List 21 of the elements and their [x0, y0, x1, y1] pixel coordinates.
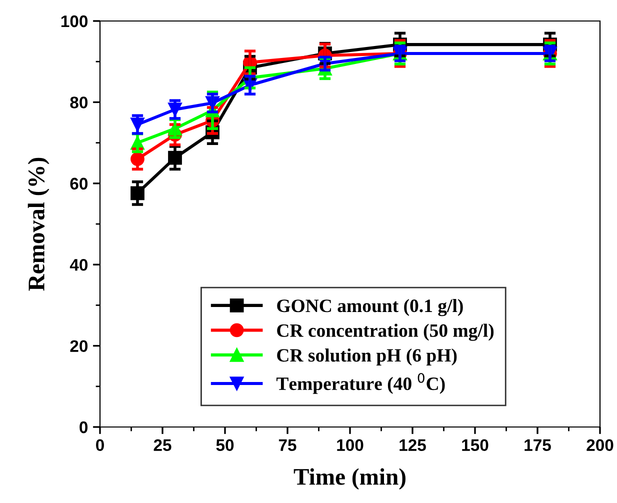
x-tick-label: 25 [154, 439, 172, 452]
x-tick-label: 125 [400, 439, 426, 452]
x-axis-title: Time (min) [294, 468, 406, 490]
x-tick-label: 0 [96, 439, 104, 452]
y-axis-title: Removal (%) [28, 158, 50, 291]
legend-label: Temperature (40 $^{0}$C) [276, 373, 445, 394]
x-tick-label: 100 [337, 439, 364, 452]
x-tick-label: 200 [586, 439, 614, 452]
y-tick-label: 40 [70, 259, 88, 271]
y-tick-label: 80 [70, 96, 88, 108]
y-tick-label: 0 [80, 421, 88, 434]
legend-label: CR solution pH (6 pH) [277, 348, 457, 366]
legend-label: CR concentration (50 mg/l) [277, 324, 494, 341]
y-tick-label: 100 [61, 15, 88, 28]
legend-label: GONC amount (0.1 g/l) [277, 298, 463, 316]
y-tick-label: 60 [70, 178, 88, 190]
x-tick-label: 75 [278, 439, 296, 452]
x-tick-label: 50 [216, 439, 234, 452]
x-tick-label: 175 [524, 439, 551, 452]
y-tick-label: 20 [70, 340, 88, 352]
x-tick-label: 150 [462, 439, 488, 452]
